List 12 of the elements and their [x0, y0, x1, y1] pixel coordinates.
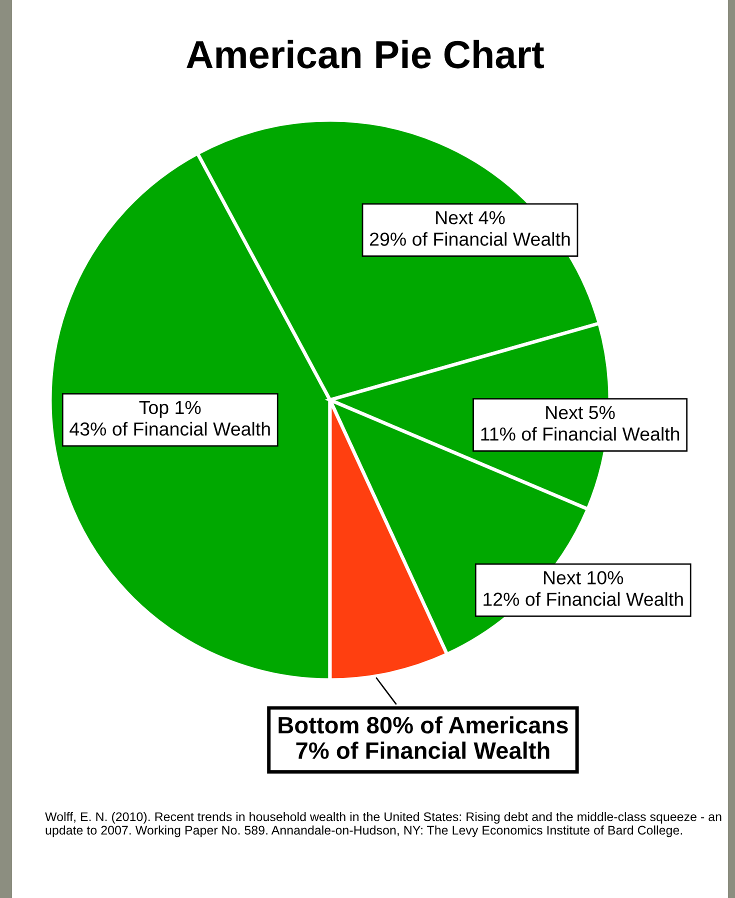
data-label: 43% of Financial Wealth: [70, 422, 270, 436]
data-label: 11% of Financial Wealth: [481, 426, 680, 441]
data-label: 29% of Financial Wealth: [370, 232, 570, 246]
slice-label: Next 4%: [436, 211, 505, 224]
data-label: 12% of Financial Wealth: [484, 592, 683, 606]
slice-label: Next 5%: [546, 406, 615, 420]
slice-label: Top 1%: [139, 400, 201, 418]
slice-label: Next 10%: [544, 571, 624, 584]
chart-title: American Pie Chart: [186, 40, 544, 68]
data-label: 7% of Financial Wealth: [296, 742, 550, 759]
text: Wolff, E. N. (2010). Recent trends in household wealth in the United States: Rising debt and the middle-class squeeze - an update to 2007. Working Paper No. 589. Annandale-on-Hudson, NY: The Levy Economics Institute of Bard College.: [45, 812, 722, 838]
slice-label: Bottom 80% of Americans: [278, 716, 568, 734]
